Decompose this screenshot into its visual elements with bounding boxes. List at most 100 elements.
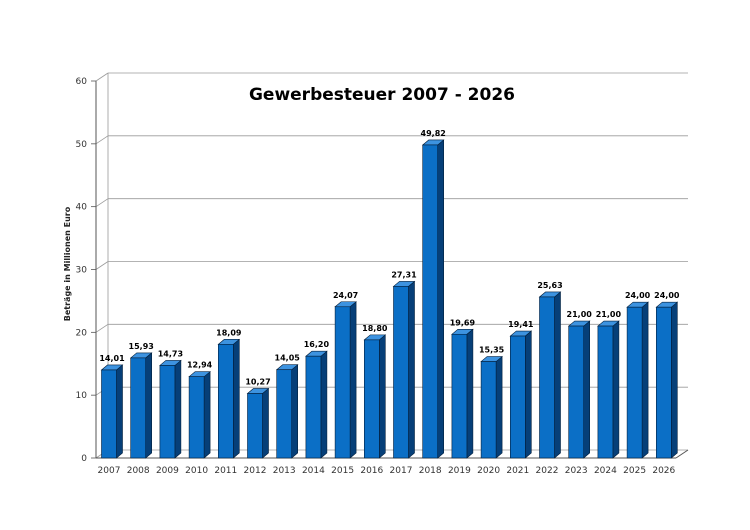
bar bbox=[392, 280, 416, 459]
x-tick-label: 2021 bbox=[506, 466, 529, 476]
bar bbox=[421, 139, 445, 459]
data-label: 24,00 bbox=[654, 291, 680, 300]
bar bbox=[509, 330, 533, 459]
data-label: 10,27 bbox=[245, 377, 270, 386]
y-tick-labels: 0 10 20 30 40 50 60 bbox=[76, 77, 88, 464]
bar bbox=[363, 334, 387, 459]
x-tick-label: 2013 bbox=[273, 466, 296, 476]
x-tick-label: 2008 bbox=[127, 466, 150, 476]
bar-front bbox=[188, 376, 205, 459]
x-tick-label: 2007 bbox=[98, 466, 121, 476]
x-tick-label: 2023 bbox=[565, 466, 588, 476]
data-label: 24,00 bbox=[625, 291, 651, 300]
bar-front bbox=[276, 369, 293, 459]
bar-side bbox=[378, 334, 386, 459]
data-label: 14,73 bbox=[158, 349, 183, 358]
bar-side bbox=[554, 291, 561, 459]
bar bbox=[246, 387, 270, 459]
bar bbox=[100, 364, 124, 459]
bar-side bbox=[174, 359, 182, 459]
gridline-edge bbox=[95, 261, 109, 270]
gridline-edge bbox=[95, 324, 109, 333]
bar bbox=[305, 350, 328, 459]
x-tick-label: 2026 bbox=[652, 466, 675, 476]
x-tick-label: 2024 bbox=[594, 466, 617, 476]
bar-side bbox=[466, 328, 474, 459]
bar-side bbox=[408, 280, 415, 459]
bar-front bbox=[480, 361, 497, 459]
bar-front bbox=[363, 339, 380, 459]
bar-side bbox=[670, 301, 678, 459]
gridline-edge bbox=[95, 135, 109, 145]
bar-front bbox=[626, 306, 643, 459]
bar bbox=[567, 320, 591, 459]
bar-side bbox=[495, 355, 503, 459]
y-tick-label: 10 bbox=[76, 391, 88, 401]
data-label: 18,09 bbox=[216, 328, 242, 337]
data-label: 19,69 bbox=[450, 318, 476, 327]
bar bbox=[129, 352, 153, 459]
data-label: 21,00 bbox=[596, 310, 622, 319]
y-tick-label: 30 bbox=[76, 266, 88, 276]
data-label: 15,93 bbox=[129, 342, 154, 351]
bar-front bbox=[159, 365, 176, 459]
data-label: 25,63 bbox=[537, 281, 562, 290]
bar bbox=[217, 338, 241, 459]
x-tick-label: 2015 bbox=[331, 466, 354, 476]
bar bbox=[597, 320, 620, 459]
bar-front bbox=[305, 355, 322, 459]
bar-front bbox=[597, 325, 614, 459]
bar-front bbox=[509, 335, 526, 459]
bar-front bbox=[101, 369, 117, 459]
bar bbox=[188, 371, 211, 459]
data-label: 18,80 bbox=[362, 324, 388, 333]
x-tick-label: 2016 bbox=[360, 466, 383, 476]
bar-front bbox=[218, 344, 234, 459]
y-tick-label: 40 bbox=[76, 203, 88, 213]
bar-side bbox=[145, 352, 152, 459]
bar-side bbox=[116, 364, 123, 459]
x-tick-labels: 2007 2008 2009 2010 2011 2012 2013 2014 2015 2016… bbox=[98, 466, 676, 476]
gridline-edge bbox=[95, 72, 109, 82]
data-label: 49,82 bbox=[421, 129, 446, 138]
bar-front bbox=[393, 286, 409, 459]
x-tick-label: 2019 bbox=[448, 466, 471, 476]
x-tick-label: 2020 bbox=[477, 466, 500, 476]
y-tick-label: 60 bbox=[76, 77, 88, 87]
bar-front bbox=[422, 144, 439, 459]
data-label: 19,41 bbox=[508, 320, 534, 329]
data-label: 27,31 bbox=[391, 270, 417, 279]
y-tick-label: 20 bbox=[76, 328, 88, 338]
x-tick-label: 2022 bbox=[536, 466, 559, 476]
bar bbox=[334, 301, 357, 459]
x-tick-label: 2018 bbox=[419, 466, 442, 476]
x-tick-label: 2010 bbox=[185, 466, 208, 476]
bars bbox=[100, 139, 679, 459]
floor-edge bbox=[675, 449, 689, 459]
y-tick-label: 50 bbox=[76, 140, 88, 150]
bar-front bbox=[655, 306, 672, 459]
bar-side bbox=[262, 387, 269, 459]
bar bbox=[275, 364, 299, 459]
bar-side bbox=[320, 350, 328, 459]
bar-side bbox=[437, 139, 445, 459]
bar-side bbox=[583, 320, 591, 459]
x-tick-label: 2014 bbox=[302, 466, 325, 476]
bar-side bbox=[524, 330, 532, 459]
bar-side bbox=[291, 364, 299, 459]
bar-side bbox=[203, 371, 211, 459]
y-tick-label: 0 bbox=[81, 454, 87, 464]
bar-front bbox=[451, 333, 468, 459]
bar bbox=[538, 291, 562, 459]
data-label: 12,94 bbox=[187, 361, 213, 370]
bar bbox=[480, 355, 503, 459]
bar-side bbox=[641, 301, 649, 459]
bar-front bbox=[539, 296, 555, 459]
y-axis-label: Beträge in Millionen Euro bbox=[63, 206, 72, 321]
bar bbox=[655, 301, 679, 459]
bar-side bbox=[612, 320, 620, 459]
bar-side bbox=[349, 301, 357, 459]
x-tick-label: 2009 bbox=[156, 466, 179, 476]
data-label: 14,05 bbox=[275, 354, 301, 363]
